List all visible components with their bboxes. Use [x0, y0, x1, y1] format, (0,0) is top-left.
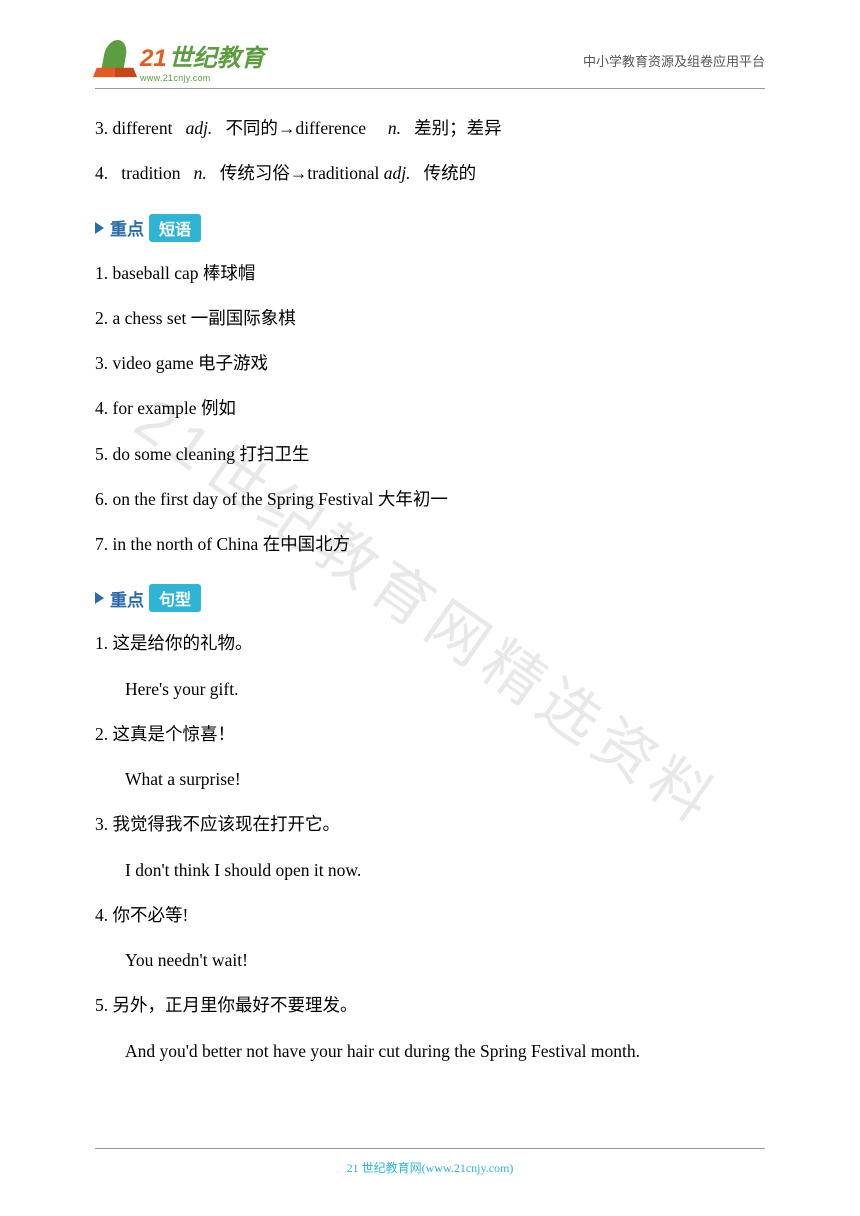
footer-text: 21 世纪教育网(www.21cnjy.com) — [95, 1159, 765, 1176]
footer-divider — [95, 1148, 765, 1149]
sentence-cn: 2. 这真是个惊喜！ — [95, 721, 765, 747]
section-label-box: 句型 — [149, 584, 201, 612]
sentence-cn: 1. 这是给你的礼物。 — [95, 630, 765, 656]
phrase-item: 3. video game 电子游戏 — [95, 350, 765, 376]
sentence-en: You needn't wait! — [95, 947, 765, 973]
sentence-cn: 5. 另外，正月里你最好不要理发。 — [95, 992, 765, 1018]
sentence-en: What a surprise! — [95, 766, 765, 792]
phrase-item: 7. in the north of China 在中国北方 — [95, 531, 765, 557]
section-label-bold: 重点 — [110, 215, 144, 240]
page-content: 3. different adj. 不同的→difference n. 差别；差… — [95, 115, 765, 1126]
vocab-item: 3. different adj. 不同的→difference n. 差别；差… — [95, 115, 765, 141]
logo: 21 世纪教育 www.21cnjy.com — [95, 38, 265, 83]
section-header-phrases: 重点 短语 — [95, 214, 201, 242]
section-label-box: 短语 — [149, 214, 201, 242]
sentence-en: And you'd better not have your hair cut … — [95, 1038, 765, 1064]
section-header-sentences: 重点 句型 — [95, 584, 201, 612]
logo-21: 21 — [140, 45, 167, 73]
header-subtitle: 中小学教育资源及组卷应用平台 — [583, 51, 765, 70]
phrase-item: 4. for example 例如 — [95, 395, 765, 421]
phrase-item: 2. a chess set 一副国际象棋 — [95, 305, 765, 331]
arrow-icon — [95, 222, 104, 234]
sentence-en: I don't think I should open it now. — [95, 857, 765, 883]
page-header: 21 世纪教育 www.21cnjy.com 中小学教育资源及组卷应用平台 — [0, 30, 860, 90]
page-footer: 21 世纪教育网(www.21cnjy.com) — [95, 1148, 765, 1176]
phrase-item: 5. do some cleaning 打扫卫生 — [95, 441, 765, 467]
logo-url: www.21cnjy.com — [140, 73, 265, 83]
logo-text: 21 世纪教育 www.21cnjy.com — [140, 38, 265, 83]
phrase-item: 1. baseball cap 棒球帽 — [95, 260, 765, 286]
sentence-cn: 4. 你不必等! — [95, 902, 765, 928]
logo-icon — [95, 40, 135, 80]
sentence-en: Here's your gift. — [95, 676, 765, 702]
logo-century: 世纪教育 — [169, 38, 265, 73]
vocab-item: 4. tradition n. 传统习俗→traditional adj. 传统… — [95, 160, 765, 186]
header-divider — [95, 88, 765, 89]
section-label-bold: 重点 — [110, 586, 144, 611]
sentence-cn: 3. 我觉得我不应该现在打开它。 — [95, 811, 765, 837]
arrow-icon — [95, 592, 104, 604]
phrase-item: 6. on the first day of the Spring Festiv… — [95, 486, 765, 512]
